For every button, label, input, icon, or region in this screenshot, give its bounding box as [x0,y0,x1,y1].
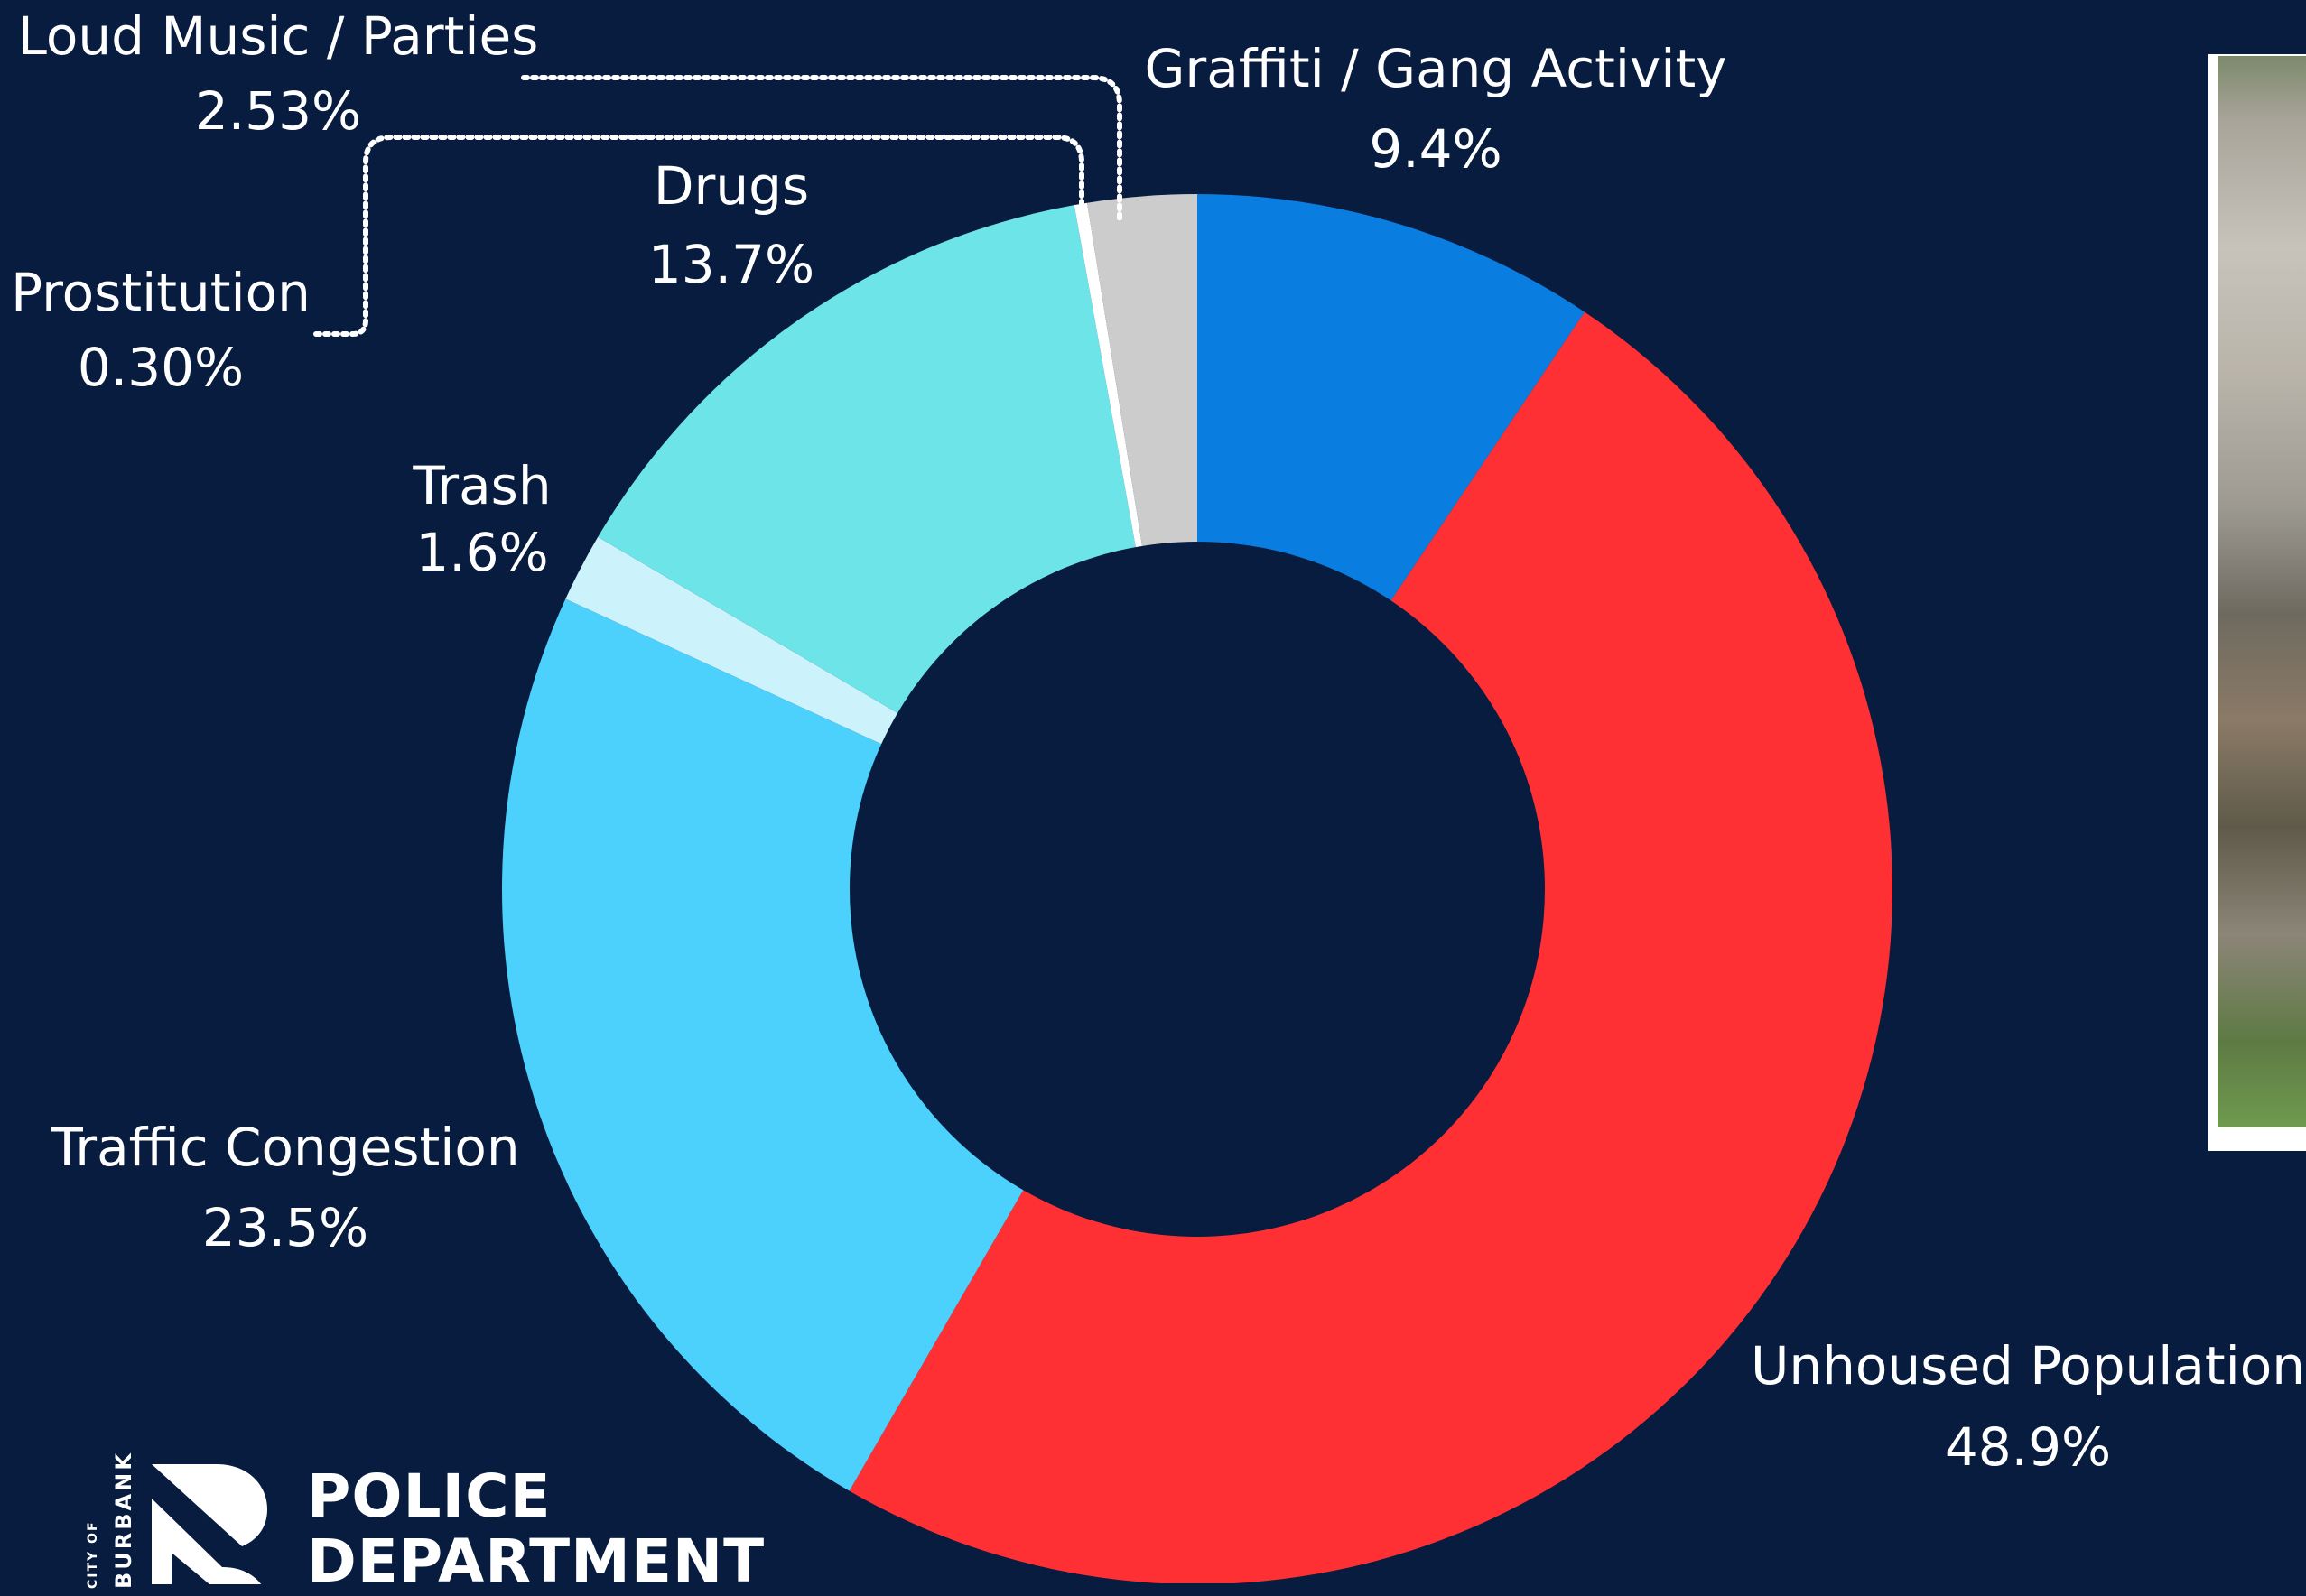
label-graffiti-name: Graffiti / Gang Activity [1144,38,1726,99]
leader-line-loud-music [521,75,1122,224]
logo-burbank: BURBANK [111,1451,136,1589]
label-traffic-value: 23.5% [202,1197,368,1258]
label-unhoused-value: 48.9% [1945,1416,2111,1478]
label-loud-music-value: 2.53% [195,80,361,142]
logo-police: POLICE [307,1461,552,1531]
label-drugs-value: 13.7% [648,234,814,295]
leader-line-prostitution [313,135,1084,337]
label-prostitution-value: 0.30% [78,337,244,398]
label-traffic-name: Traffic Congestion [50,1117,519,1178]
label-unhoused-name: Unhoused Population [1751,1335,2305,1396]
logo-b-shape [152,1464,267,1584]
logo-department: DEPARTMENT [307,1526,766,1596]
logo-mark [152,1464,267,1584]
label-drugs-name: Drugs [654,155,809,217]
label-prostitution-name: Prostitution [11,262,311,323]
label-graffiti-value: 9.4% [1369,118,1502,180]
label-loud-music-name: Loud Music / Parties [18,5,539,67]
logo-b-inner [172,1553,209,1584]
street-photo [2218,56,2306,1127]
photo-frame [2208,54,2306,1151]
logo-city-of: CITY OF [86,1520,100,1589]
label-trash-name: Trash [412,455,551,516]
donut-hole [850,542,1545,1237]
label-trash-value: 1.6% [415,522,548,583]
